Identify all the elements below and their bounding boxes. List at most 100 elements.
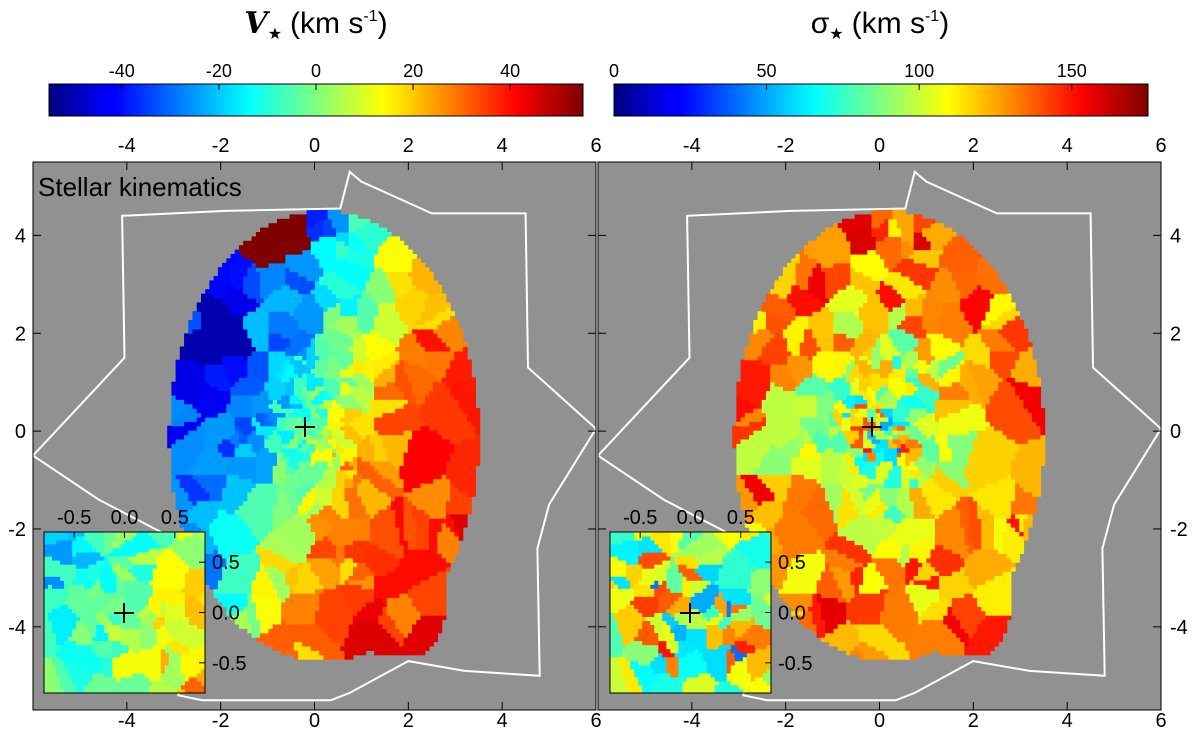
bin-pixel: [230, 505, 236, 510]
bin-pixel: [277, 456, 282, 462]
bin-pixel: [403, 249, 409, 255]
bin-pixel: [315, 232, 320, 237]
bin-pixel: [239, 518, 244, 524]
bin-pixel: [201, 469, 206, 475]
bin-pixel: [277, 500, 282, 506]
bin-pixel: [209, 350, 215, 356]
bin-pixel: [348, 549, 354, 554]
bin-pixel: [213, 359, 219, 365]
bin-pixel: [336, 223, 341, 229]
bin-pixel: [361, 342, 367, 348]
bin-pixel: [327, 311, 333, 317]
bin-pixel: [382, 350, 388, 356]
bin-pixel: [251, 531, 257, 537]
bin-pixel: [365, 254, 371, 259]
bin-pixel: [310, 522, 316, 528]
bin-pixel: [374, 452, 379, 458]
bin-pixel: [365, 346, 371, 352]
bin-pixel: [239, 456, 244, 462]
bin-pixel: [391, 588, 396, 594]
bin-pixel: [353, 553, 358, 559]
bin-pixel: [251, 461, 257, 466]
bin-pixel: [310, 597, 316, 603]
bin-pixel: [395, 324, 400, 330]
bin-pixel: [260, 469, 265, 475]
bin-pixel: [251, 377, 257, 383]
bin-pixel: [306, 394, 312, 400]
bin-pixel: [205, 531, 210, 537]
bin-pixel: [391, 355, 396, 361]
bin-pixel: [272, 298, 278, 303]
bin-pixel: [374, 566, 379, 572]
bin-pixel: [348, 452, 354, 458]
bin-pixel: [319, 430, 324, 436]
bin-pixel: [298, 571, 303, 576]
bin-pixel: [336, 632, 341, 638]
bin-pixel: [188, 377, 194, 383]
bin-pixel: [205, 368, 210, 374]
bin-pixel: [382, 610, 388, 616]
bin-pixel: [378, 549, 384, 554]
bin-pixel: [272, 518, 278, 524]
bin-pixel: [395, 443, 400, 449]
bin-pixel: [361, 645, 367, 651]
bin-pixel: [213, 571, 219, 576]
bin-pixel: [403, 527, 409, 532]
bin-pixel: [171, 399, 177, 405]
bin-pixel: [239, 337, 244, 343]
bin-pixel: [336, 399, 341, 405]
bin-pixel: [357, 412, 362, 418]
bin-pixel: [289, 350, 295, 356]
bin-pixel: [382, 254, 388, 259]
bin-pixel: [201, 372, 206, 378]
bin-pixel: [179, 452, 185, 458]
bin-pixel: [361, 500, 367, 506]
bin-pixel: [234, 505, 240, 510]
bin-pixel: [357, 483, 362, 488]
bin-pixel: [226, 518, 232, 524]
bin-pixel: [272, 390, 278, 396]
bin-pixel: [251, 425, 257, 431]
bin-pixel: [310, 210, 316, 215]
bin-pixel: [323, 632, 329, 638]
bin-pixel: [171, 443, 177, 449]
bin-pixel: [374, 346, 379, 352]
bin-pixel: [378, 390, 384, 396]
bin-pixel: [344, 386, 350, 392]
bin-pixel: [281, 293, 286, 299]
bin-pixel: [289, 342, 295, 348]
bin-pixel: [247, 606, 253, 612]
bin-pixel: [365, 478, 371, 484]
bin-pixel: [277, 513, 282, 519]
bin-pixel: [323, 293, 329, 299]
bin-pixel: [395, 535, 400, 541]
bin-pixel: [251, 245, 257, 251]
bin-pixel: [209, 416, 215, 422]
bin-pixel: [336, 619, 341, 625]
bin-pixel: [230, 368, 236, 374]
bin-pixel: [196, 434, 202, 440]
bin-pixel: [226, 430, 232, 436]
bin-pixel: [399, 289, 405, 295]
bin-pixel: [353, 315, 358, 321]
bin-pixel: [201, 430, 206, 436]
bin-pixel: [243, 267, 248, 273]
bin-pixel: [179, 443, 185, 449]
bin-pixel: [201, 518, 206, 524]
bin-pixel: [310, 549, 316, 554]
bin-pixel: [175, 438, 181, 444]
bin-pixel: [340, 610, 346, 616]
bin-pixel: [365, 491, 371, 497]
bin-pixel: [361, 408, 367, 414]
bin-pixel: [272, 610, 278, 616]
bin-pixel: [344, 227, 350, 233]
bin-pixel: [386, 566, 392, 572]
bin-pixel: [264, 491, 270, 497]
bin-pixel: [260, 262, 265, 268]
bin-pixel: [310, 399, 316, 405]
bin-pixel: [327, 232, 333, 237]
bin-pixel: [391, 372, 396, 378]
bin-pixel: [353, 434, 358, 440]
bin-pixel: [378, 425, 384, 431]
bin-pixel: [365, 632, 371, 638]
